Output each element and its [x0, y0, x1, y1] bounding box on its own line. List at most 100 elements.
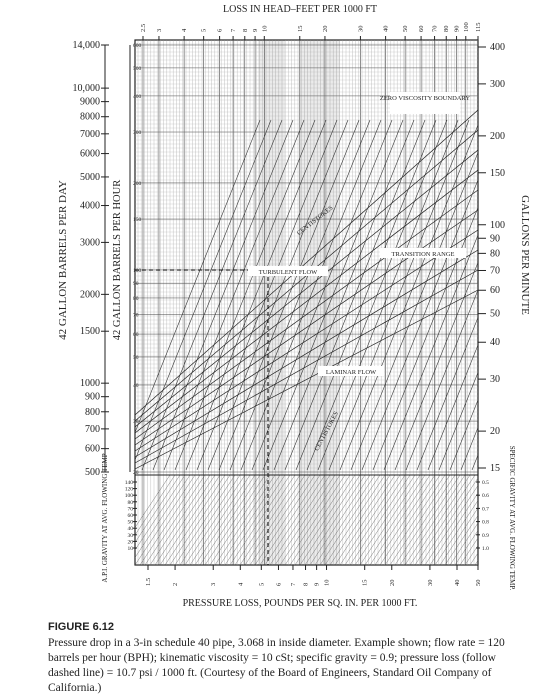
gravity-line: [135, 474, 196, 565]
left-inner-tick-label: 80: [133, 296, 139, 302]
api-tick-label: 80: [128, 500, 134, 506]
gravity-line: [444, 515, 478, 565]
left-inner-tick-label: 20: [133, 470, 139, 476]
left-outer-tick-label: 2000: [80, 289, 100, 300]
sg-tick-label: 0.6: [482, 493, 489, 499]
right-tick-label: 15: [490, 463, 500, 474]
laminar-line: [218, 119, 360, 471]
left-outer-tick-label: 3000: [80, 237, 100, 248]
laminar-line: [185, 119, 327, 471]
gravity-line: [359, 474, 421, 565]
laminar-line: [240, 119, 382, 471]
top-tick-label: 60: [418, 26, 425, 33]
left-inner-tick-label: 500: [133, 66, 142, 72]
sg-tick-label: 0.7: [482, 506, 489, 512]
top-tick-label: 40: [383, 26, 390, 33]
gravity-line: [319, 474, 381, 565]
top-tick-label: 30: [357, 26, 364, 33]
gravity-line: [139, 474, 201, 565]
right-axis-title: GALLONS PER MINUTE: [519, 195, 531, 315]
bottom-tick-label: 3: [210, 583, 217, 586]
gravity-line: [164, 474, 226, 565]
gravity-line: [409, 474, 471, 565]
left-inner-tick-label: 50: [133, 355, 139, 361]
gravity-line: [194, 474, 256, 565]
gravity-line: [264, 474, 326, 565]
sg-tick-label: 1.0: [482, 546, 489, 552]
gravity-line: [354, 474, 416, 565]
turbulent-line: [135, 229, 478, 452]
gravity-line: [135, 474, 186, 551]
left-inner-title: 42 GALLON BARRELS PER HOUR: [112, 180, 123, 340]
gravity-line: [135, 474, 181, 543]
left-inner-tick-label: 70: [133, 313, 139, 319]
top-tick-label: 3: [156, 29, 163, 32]
bottom-tick-label: 15: [362, 580, 369, 587]
gravity-line: [449, 522, 478, 565]
gravity-line: [219, 474, 281, 565]
laminar-line: [427, 344, 478, 471]
laminar-line: [135, 119, 261, 434]
gravity-line: [169, 474, 231, 565]
right-tick-label: 400: [490, 42, 505, 53]
left-outer-tick-label: 9000: [80, 97, 100, 108]
top-tick-label: 8: [242, 29, 249, 32]
turbulent-line: [135, 169, 478, 434]
gravity-line: [404, 474, 466, 565]
laminar-line: [135, 119, 272, 461]
top-tick-label: 115: [475, 22, 482, 32]
bottom-tick-label: 50: [475, 580, 482, 587]
sg-tick-label: 0.9: [482, 533, 489, 539]
top-tick-label: 5: [201, 29, 208, 32]
annotation: LAMINAR FLOW: [326, 369, 377, 376]
bottom-tick-label: 1.5: [145, 578, 152, 586]
top-tick-label: 9: [252, 29, 259, 32]
laminar-line: [229, 119, 371, 471]
left-outer-tick-label: 1500: [80, 326, 100, 337]
sg-tick-label: 0.8: [482, 520, 489, 526]
turbulent-line: [135, 289, 478, 470]
left-inner-tick-label: 30: [133, 419, 139, 425]
gravity-line: [389, 474, 451, 565]
left-outer-tick-label: 14,000: [73, 40, 101, 51]
label-bg: [248, 266, 328, 276]
left-outer-tick-label: 800: [85, 407, 100, 418]
gravity-line: [379, 474, 441, 565]
gravity-line: [289, 474, 351, 565]
gravity-line: [429, 492, 478, 565]
laminar-line: [383, 234, 478, 471]
gravity-line: [154, 474, 216, 565]
api-tick-label: 40: [128, 526, 134, 532]
laminar-line: [141, 119, 283, 471]
top-tick-label: 50: [402, 26, 409, 33]
bottom-tick-label: 9: [314, 583, 321, 586]
bottom-tick-label: 30: [427, 580, 434, 587]
laminar-line: [295, 119, 437, 471]
top-tick-label: 70: [432, 26, 439, 33]
left-outer-tick-label: 5000: [80, 172, 100, 183]
turbulent-line: [135, 249, 478, 458]
annotation: TURBULENT FLOW: [259, 269, 318, 276]
bottom-tick-label: 40: [454, 580, 461, 587]
gravity-line: [434, 500, 478, 565]
caption-text: Pressure drop in a 3-in schedule 40 pipe…: [48, 637, 505, 694]
gravity-line: [229, 474, 291, 565]
gravity-line: [234, 474, 296, 565]
laminar-line: [306, 119, 448, 471]
laminar-line: [152, 119, 294, 471]
right-tick-label: 90: [490, 233, 500, 244]
gravity-line: [135, 474, 171, 528]
right-tick-label: 70: [490, 265, 500, 276]
laminar-line: [361, 179, 478, 471]
gravity-line: [284, 474, 346, 565]
gravity-line: [439, 507, 478, 565]
left-inner-tick-label: 150: [133, 217, 142, 223]
right-tick-label: 40: [490, 337, 500, 348]
left-outer-tick-label: 600: [85, 444, 100, 455]
left-inner-tick-label: 400: [133, 94, 142, 100]
right-tick-label: 50: [490, 309, 500, 320]
api-tick-label: 10: [128, 546, 134, 552]
top-tick-label: 15: [297, 26, 304, 33]
laminar-line: [174, 119, 316, 471]
